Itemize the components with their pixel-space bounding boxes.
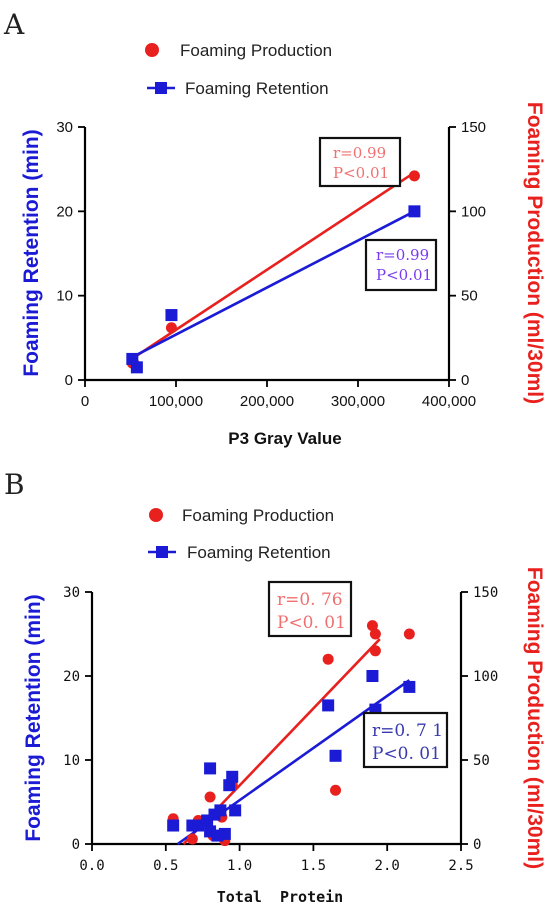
panel-b-legend: Foaming Production Foaming Retention — [148, 506, 334, 562]
panel-a-ticks: 0 100,000 200,000 300,000 400,000 0 10 20 30 0 50 1… — [56, 119, 486, 410]
retention-point — [229, 804, 242, 817]
y-right-tick-label: 100 — [461, 203, 486, 220]
retention-point — [408, 205, 421, 218]
y-right-tick-label: 0 — [461, 372, 469, 389]
panel-a-annotation-production: r=0.99 P<0.01 — [318, 136, 402, 188]
x-tick-label: 1.5 — [301, 858, 326, 874]
panel-a-annotation-retention-box — [364, 238, 438, 292]
retention-point — [214, 804, 227, 817]
panel-a-letter: A — [3, 8, 25, 41]
legend-retention-label: Foaming Retention — [185, 79, 329, 98]
retention-point — [226, 770, 239, 783]
y-left-tick-label: 10 — [63, 753, 80, 769]
retention-point — [165, 309, 178, 322]
legend-retention-marker — [156, 546, 168, 558]
x-tick-label: 100,000 — [149, 393, 203, 410]
panel-b-ylabel-right: Foaming Production (ml/30ml) — [523, 567, 546, 869]
retention-point — [218, 827, 231, 840]
retention-point — [329, 749, 342, 762]
production-point — [369, 645, 381, 657]
panel-a-annotation-retention: r=0.99 P<0.01 — [364, 238, 438, 292]
panel-a-annotation-retention-p: P<0.01 — [376, 266, 432, 284]
legend-retention-label: Foaming Retention — [187, 543, 331, 562]
panel-b-ylabel-left: Foaming Retention (min) — [22, 594, 45, 841]
panel-b-xlabel: Total Protein — [217, 888, 343, 906]
legend-retention-marker — [155, 82, 167, 94]
x-tick-label: 0.5 — [153, 858, 178, 874]
retention-point — [403, 680, 416, 693]
x-tick-label: 0.0 — [79, 858, 104, 874]
panel-b-annotation-retention: r=0. 7 1 P<0. 01 — [362, 711, 449, 769]
production-point — [366, 620, 378, 632]
y-right-tick-label: 50 — [473, 753, 490, 769]
retention-point — [366, 670, 379, 682]
panel-b-annotation-retention-r: r=0. 7 1 — [372, 721, 443, 741]
y-left-tick-label: 0 — [72, 837, 80, 853]
production-point — [403, 628, 415, 640]
production-point — [369, 628, 381, 640]
x-tick-label: 200,000 — [240, 393, 294, 410]
x-tick-label: 300,000 — [331, 393, 385, 410]
x-tick-label: 2.0 — [375, 858, 400, 874]
production-point — [330, 784, 342, 796]
y-left-tick-label: 20 — [56, 203, 73, 220]
x-tick-label: 0 — [81, 393, 89, 410]
production-point — [322, 653, 334, 665]
legend-production-marker — [149, 508, 163, 522]
panel-b-annotation-production-r: r=0. 76 — [277, 590, 343, 610]
panel-b-annotation-production-box — [267, 580, 353, 638]
panel-b-points — [167, 620, 416, 847]
legend-production-marker — [145, 43, 159, 57]
panel-a-annotation-production-box — [318, 136, 402, 188]
panel-a-ylabel-right: Foaming Production (ml/30ml) — [523, 102, 546, 404]
panel-b-letter: B — [4, 468, 25, 501]
y-right-tick-label: 0 — [473, 837, 481, 853]
production-fit-line — [129, 171, 416, 361]
panel-a: A Foaming Production Foaming Retention 0… — [3, 8, 546, 448]
legend-production-label: Foaming Production — [182, 506, 334, 525]
production-point — [186, 833, 198, 845]
y-right-tick-label: 150 — [461, 119, 486, 136]
panel-b-annotation-retention-box — [362, 711, 449, 769]
y-right-tick-label: 50 — [461, 288, 478, 305]
y-left-tick-label: 30 — [63, 585, 80, 601]
x-tick-label: 400,000 — [422, 393, 476, 410]
panel-b-annotation-production-p: P<0. 01 — [277, 613, 346, 633]
y-left-tick-label: 0 — [65, 372, 73, 389]
panel-a-fit-lines — [129, 171, 416, 361]
y-left-tick-label: 10 — [56, 288, 73, 305]
production-point — [408, 170, 420, 182]
panel-b-annotation-production: r=0. 76 P<0. 01 — [267, 580, 353, 638]
y-left-tick-label: 20 — [63, 669, 80, 685]
retention-point — [322, 699, 335, 712]
y-left-tick-label: 30 — [56, 119, 73, 136]
retention-point — [167, 819, 180, 832]
panel-a-legend: Foaming Production Foaming Retention — [145, 41, 332, 98]
x-tick-label: 2.5 — [448, 858, 473, 874]
x-tick-label: 1.0 — [227, 858, 252, 874]
y-right-tick-label: 100 — [473, 669, 498, 685]
legend-production-label: Foaming Production — [180, 41, 332, 60]
panel-a-annotation-retention-r: r=0.99 — [376, 246, 429, 264]
panel-b-annotation-retention-p: P<0. 01 — [372, 744, 441, 764]
production-point — [165, 322, 177, 334]
retention-point — [130, 361, 143, 374]
panel-a-ylabel-left: Foaming Retention (min) — [20, 129, 43, 376]
panel-a-xlabel: P3 Gray Value — [228, 429, 341, 448]
retention-point — [204, 762, 217, 775]
panel-a-annotation-production-r: r=0.99 — [333, 144, 386, 162]
retention-fit-line — [129, 210, 416, 360]
panel-b: B Foaming Production Foaming Retention 0… — [4, 468, 546, 906]
panel-a-annotation-production-p: P<0.01 — [333, 164, 389, 182]
y-right-tick-label: 150 — [473, 585, 498, 601]
production-point — [204, 791, 216, 803]
panel-a-points — [126, 170, 421, 374]
